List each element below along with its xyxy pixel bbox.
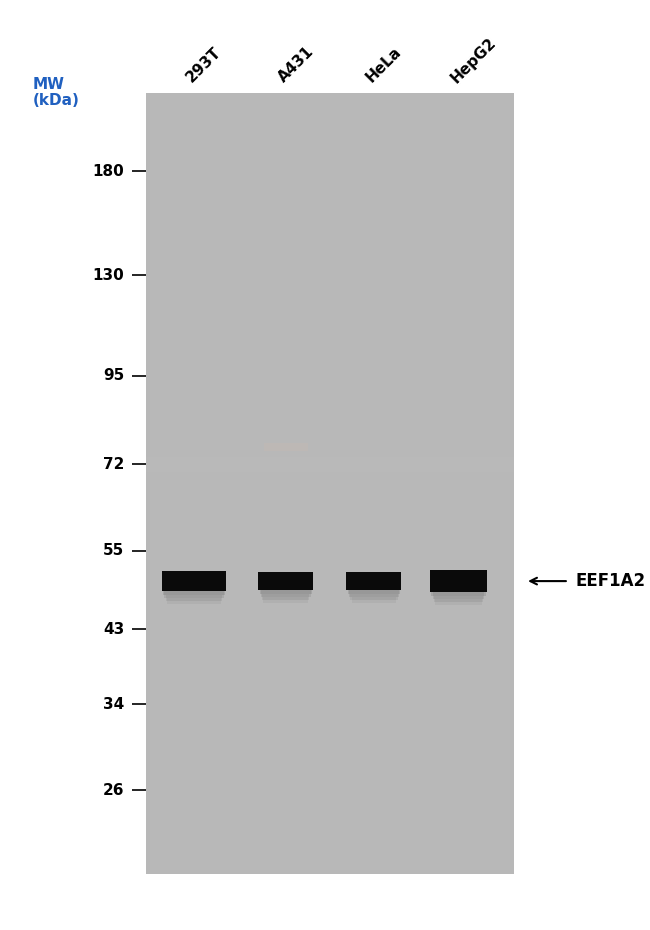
Bar: [432, 592, 484, 599]
Text: 26: 26: [103, 783, 124, 798]
Bar: [430, 570, 487, 592]
Bar: [146, 457, 514, 472]
Bar: [435, 599, 482, 605]
Text: 55: 55: [103, 543, 124, 558]
Bar: [261, 591, 311, 597]
Text: 180: 180: [92, 164, 124, 179]
Text: MW: MW: [32, 77, 64, 92]
Text: A431: A431: [275, 45, 317, 86]
Bar: [259, 587, 312, 593]
Text: 130: 130: [92, 268, 124, 283]
Bar: [258, 572, 313, 591]
Text: 34: 34: [103, 697, 124, 712]
Bar: [349, 591, 399, 597]
Text: 72: 72: [103, 457, 124, 472]
Bar: [146, 93, 514, 874]
Text: 43: 43: [103, 622, 124, 637]
Bar: [167, 598, 221, 604]
Bar: [348, 587, 400, 593]
Bar: [352, 597, 396, 604]
Bar: [263, 597, 308, 604]
Text: 293T: 293T: [183, 45, 224, 86]
Bar: [164, 591, 224, 598]
Text: HepG2: HepG2: [448, 34, 499, 86]
Text: EEF1A2: EEF1A2: [575, 572, 645, 591]
Text: HeLa: HeLa: [363, 45, 404, 86]
Bar: [163, 588, 225, 594]
Bar: [346, 572, 402, 591]
Bar: [264, 444, 308, 451]
Text: 95: 95: [103, 368, 124, 383]
Bar: [166, 594, 222, 601]
Bar: [431, 589, 486, 595]
Bar: [162, 571, 226, 591]
Bar: [434, 595, 483, 602]
Bar: [350, 593, 398, 600]
Bar: [262, 593, 309, 600]
Text: (kDa): (kDa): [32, 93, 79, 108]
Bar: [146, 337, 514, 352]
